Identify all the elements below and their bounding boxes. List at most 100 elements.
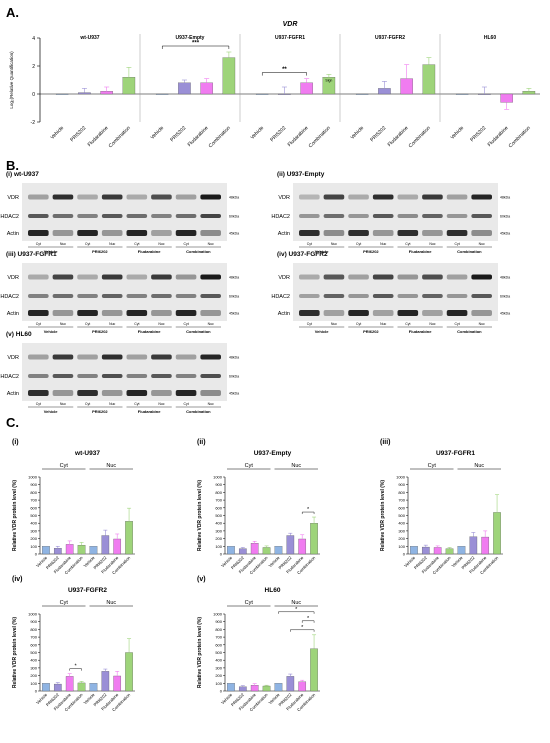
blot-band [101, 214, 123, 218]
panel-a-x-label: PRI5202 [169, 125, 187, 143]
panel-a-bar [78, 92, 91, 95]
blot-title: (v) HL60 [6, 331, 32, 338]
panel-c-cyt-label: Cyt [60, 463, 69, 469]
panel-c-y-tick-label: 100 [215, 544, 222, 549]
blot-lane-label: Cyt [134, 242, 139, 246]
panel-c-y-tick-label: 0 [220, 689, 223, 694]
panel-c-y-tick-label: 500 [398, 513, 405, 518]
panel-a-bar [155, 93, 169, 95]
panel-a-bar [500, 93, 513, 103]
blot-row-label: VDR [7, 275, 19, 281]
blot-treatment-label: PRI6202 [92, 409, 108, 414]
blot-row-label: Actin [7, 311, 19, 317]
blot-band [348, 230, 369, 236]
panel-c-y-tick-label: 900 [398, 482, 405, 487]
blot-lane-label: Nuc [60, 402, 66, 406]
blot-row-label: HDAC2 [271, 214, 290, 220]
blot-lane-label: Cyt [454, 242, 459, 246]
panel-c-bar [89, 546, 98, 555]
blot-row-label: VDR [7, 195, 19, 201]
blot-kda-label: 48kDa [229, 196, 239, 200]
blot-band [77, 194, 98, 200]
blot-row-label: HDAC2 [0, 294, 19, 300]
blot-band [446, 294, 468, 298]
blot-kda-label: 45kDa [229, 312, 239, 316]
blot-band [52, 310, 74, 316]
blot-treatment-label: Combination [457, 249, 482, 254]
panel-c-y-tick-label: 400 [215, 521, 222, 526]
blot-lane-label: Nuc [429, 242, 435, 246]
blot-band [52, 194, 74, 200]
blot-band [151, 374, 172, 378]
panel-c-y-tick-label: 200 [215, 536, 222, 541]
blot-treatment-label: Fludarabine [138, 409, 161, 414]
blot-treatment-label: Combination [186, 409, 211, 414]
blot-band [446, 274, 468, 280]
blot-kda-label: 60kDa [229, 215, 239, 219]
panel-a-sig-bracket [161, 45, 230, 49]
blot-row-label: Actin [278, 311, 290, 317]
panel-c-ylabel: Relative VDR protein level (%) [197, 480, 203, 551]
panel-c-y-tick-label: 400 [398, 521, 405, 526]
blot-row-label: VDR [278, 275, 290, 281]
panel-c-sig-star: * [307, 616, 310, 622]
panel-c-y-tick-label: 0 [220, 552, 223, 557]
blot-band [28, 214, 49, 218]
panel-c-y-tick-label: 900 [215, 482, 222, 487]
blot-band [422, 194, 443, 200]
blot-kda-label: 48kDa [229, 276, 239, 280]
panel-c-y-tick-label: 100 [215, 681, 222, 686]
panel-c-bar [493, 512, 501, 555]
blot-band [77, 354, 98, 360]
blot-treatment-label: PRI6202 [363, 329, 379, 334]
blot-treatment-label: Combination [186, 329, 211, 334]
blot-band [175, 310, 197, 316]
panel-a-group-title: U937-Empty [176, 35, 205, 41]
panel-c-bar [262, 547, 271, 555]
blot-lane-label: Cyt [356, 322, 361, 326]
blot-band [175, 194, 197, 200]
panel-c-chart-title: wt-U937 [74, 450, 100, 457]
panel-c-chart: (v) HL60 0 100 200 300 400 500 600 700 800 900 1000 R… [197, 576, 320, 712]
panel-c-y-tick-label: 0 [403, 552, 406, 557]
blot-band [77, 274, 98, 280]
blot-band [28, 194, 49, 200]
panel-c-y-tick-label: 1000 [28, 612, 38, 617]
blot-group: (iii) U937-FGFR1 VDR 48kDa HDAC2 60kDa Actin 4… [0, 251, 239, 334]
blot-treatment-label: Fludarabine [409, 329, 432, 334]
panel-a-x-label: PRI5202 [269, 125, 287, 143]
blot-band [348, 274, 369, 280]
blot-band [323, 214, 345, 218]
panel-c-y-tick-label: 700 [30, 498, 37, 503]
panel-c-bar [113, 675, 122, 692]
panel-c-bar [77, 544, 86, 555]
blot-band [323, 194, 345, 200]
panel-c-bar [89, 683, 98, 692]
panel-a-x-label: Combination [508, 125, 532, 149]
panel-c-chart: (i) wt-U937 0 100 200 300 400 500 600 700 800 900 10… [12, 439, 135, 575]
panel-c-y-tick-label: 700 [215, 635, 222, 640]
blot-treatment-label: PRI6202 [92, 329, 108, 334]
blot-band [200, 274, 221, 280]
panel-c-y-tick-label: 100 [30, 544, 37, 549]
blot-lane-label: Cyt [183, 242, 188, 246]
blot-lane-label: Nuc [479, 242, 485, 246]
blot-band [299, 274, 320, 280]
blot-band [151, 214, 172, 218]
panel-a-bar [378, 88, 391, 95]
panel-c-y-tick-label: 700 [215, 498, 222, 503]
panel-a-x-label: PRI5202 [69, 125, 87, 143]
panel-c-bar [77, 682, 86, 692]
panel-c-bar [53, 683, 62, 692]
panel-c-bar [65, 676, 74, 692]
blot-band [28, 390, 49, 396]
blot-band [151, 310, 172, 316]
blot-lane-label: Nuc [158, 242, 164, 246]
blot-band [397, 274, 419, 280]
blot-band [446, 194, 468, 200]
blot-band [126, 310, 148, 316]
panel-c-bar [286, 535, 295, 555]
panel-c-chart: (iii) U937-FGFR1 0 100 200 300 400 500 600 700 800… [380, 439, 503, 575]
blot-row-label: Actin [7, 391, 19, 397]
